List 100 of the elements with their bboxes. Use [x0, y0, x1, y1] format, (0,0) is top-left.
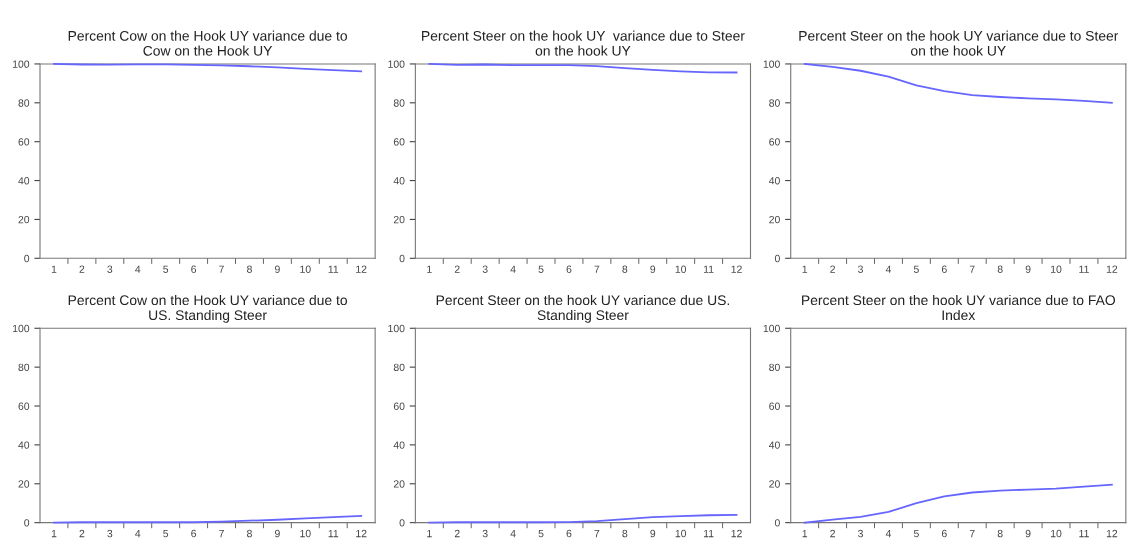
x-tick-label: 12: [1106, 265, 1118, 273]
x-tick-label: 1: [802, 529, 808, 538]
line-series: [428, 63, 738, 74]
x-tick-label: 2: [830, 529, 835, 538]
y-tick-label: 80: [18, 99, 30, 107]
x-tick-label: 9: [1025, 529, 1031, 538]
x-tick-label: 6: [941, 265, 947, 273]
x-tick-label: 5: [163, 529, 169, 538]
x-tick-label: 8: [622, 265, 628, 273]
x-tick-label: 6: [566, 265, 572, 273]
x-tick-label: 3: [482, 529, 488, 538]
x-tick-label: 9: [650, 265, 656, 273]
x-tick-label: 7: [594, 529, 600, 538]
x-tick-label: 11: [703, 265, 714, 273]
y-tick-label: 100: [763, 324, 780, 333]
y-tick-label: 100: [13, 324, 30, 333]
y-tick-label: 0: [399, 519, 405, 527]
x-tick-label: 6: [566, 529, 572, 538]
y-tick-label: 100: [13, 60, 30, 68]
x-tick-label: 9: [1025, 265, 1031, 273]
x-tick-label: 4: [885, 265, 892, 273]
y-tick-label: 100: [388, 324, 405, 333]
line-series: [428, 513, 738, 524]
x-tick-label: 5: [538, 265, 544, 273]
y-tick-label: 0: [24, 254, 30, 263]
x-tick-label: 9: [274, 265, 280, 273]
x-tick-label: 9: [650, 529, 656, 538]
x-tick-label: 11: [1079, 529, 1089, 538]
x-tick-label: 4: [135, 265, 141, 273]
x-tick-label: 10: [300, 529, 311, 538]
y-tick-label: 60: [769, 138, 780, 146]
y-tick-label: 40: [393, 177, 405, 185]
y-tick-label: 40: [18, 441, 30, 449]
x-tick-label: 7: [219, 265, 224, 273]
chart-title: Percent Steer on the hook UY variance due US. Standing Steer: [436, 294, 730, 323]
x-tick-label: 5: [538, 529, 544, 538]
y-tick-label: 80: [769, 99, 780, 107]
x-tick-label: 2: [79, 265, 85, 273]
chart-title: Percent Steer on the hook UY variance due to FAO Index: [802, 294, 1116, 321]
x-tick-label: 2: [830, 265, 835, 273]
y-tick-label: 60: [393, 402, 405, 410]
x-tick-label: 1: [802, 265, 808, 273]
x-tick-label: 8: [247, 265, 252, 273]
x-tick-label: 2: [454, 265, 460, 273]
y-tick-label: 80: [18, 363, 30, 372]
x-tick-label: 3: [858, 529, 863, 538]
x-tick-label: 12: [1106, 529, 1118, 538]
x-tick-label: 6: [191, 529, 197, 538]
x-tick-label: 10: [675, 529, 687, 538]
y-tick-label: 0: [774, 254, 780, 263]
y-tick-label: 0: [24, 519, 30, 527]
x-tick-label: 5: [163, 265, 169, 273]
x-tick-label: 11: [703, 529, 714, 538]
y-tick-label: 20: [18, 480, 30, 488]
x-tick-label: 1: [51, 265, 57, 273]
x-tick-label: 7: [594, 265, 600, 273]
chart-title: Percent Steer on the hook UY variance due to Steer on the hook UY: [422, 30, 745, 56]
y-tick-label: 20: [769, 215, 780, 224]
x-tick-label: 10: [675, 265, 687, 273]
chart-title: Percent Cow on the Hook UY variance due to US. Standing Steer: [68, 294, 347, 323]
x-tick-label: 8: [997, 529, 1003, 538]
chart-title: Percent Cow on the Hook UY variance due to Cow on the Hook UY: [68, 30, 347, 56]
y-tick-label: 20: [393, 480, 405, 488]
x-tick-label: 6: [941, 529, 947, 538]
y-tick-label: 20: [18, 215, 30, 224]
y-tick-label: 100: [763, 60, 780, 68]
x-tick-label: 9: [274, 529, 280, 538]
x-tick-label: 2: [79, 529, 85, 538]
x-tick-label: 4: [135, 529, 141, 538]
x-tick-label: 1: [427, 529, 432, 538]
x-tick-label: 5: [913, 265, 919, 273]
x-tick-label: 8: [622, 529, 628, 538]
x-tick-label: 3: [107, 265, 113, 273]
y-tick-label: 20: [393, 215, 405, 224]
x-tick-label: 4: [510, 529, 516, 538]
x-tick-label: 5: [913, 529, 919, 538]
x-tick-label: 4: [885, 529, 892, 538]
x-tick-label: 6: [191, 265, 197, 273]
x-tick-label: 1: [427, 265, 432, 273]
x-tick-label: 3: [482, 265, 488, 273]
x-tick-label: 2: [454, 529, 460, 538]
x-tick-label: 12: [356, 265, 367, 273]
y-tick-label: 60: [18, 138, 30, 146]
x-tick-label: 4: [510, 265, 516, 273]
y-tick-label: 0: [774, 519, 780, 527]
line-series: [803, 63, 1113, 104]
x-tick-label: 11: [1079, 265, 1089, 273]
x-tick-label: 11: [328, 265, 339, 273]
x-tick-label: 12: [731, 265, 742, 273]
x-tick-label: 8: [997, 265, 1003, 273]
y-tick-label: 60: [393, 138, 405, 146]
x-tick-label: 7: [969, 265, 975, 273]
x-tick-label: 12: [356, 529, 367, 538]
x-tick-label: 8: [247, 529, 252, 538]
line-series: [803, 483, 1113, 524]
y-tick-label: 40: [768, 177, 780, 185]
x-tick-label: 10: [300, 265, 311, 273]
y-tick-label: 40: [768, 441, 780, 449]
y-tick-label: 60: [769, 402, 780, 410]
x-tick-label: 7: [969, 529, 975, 538]
